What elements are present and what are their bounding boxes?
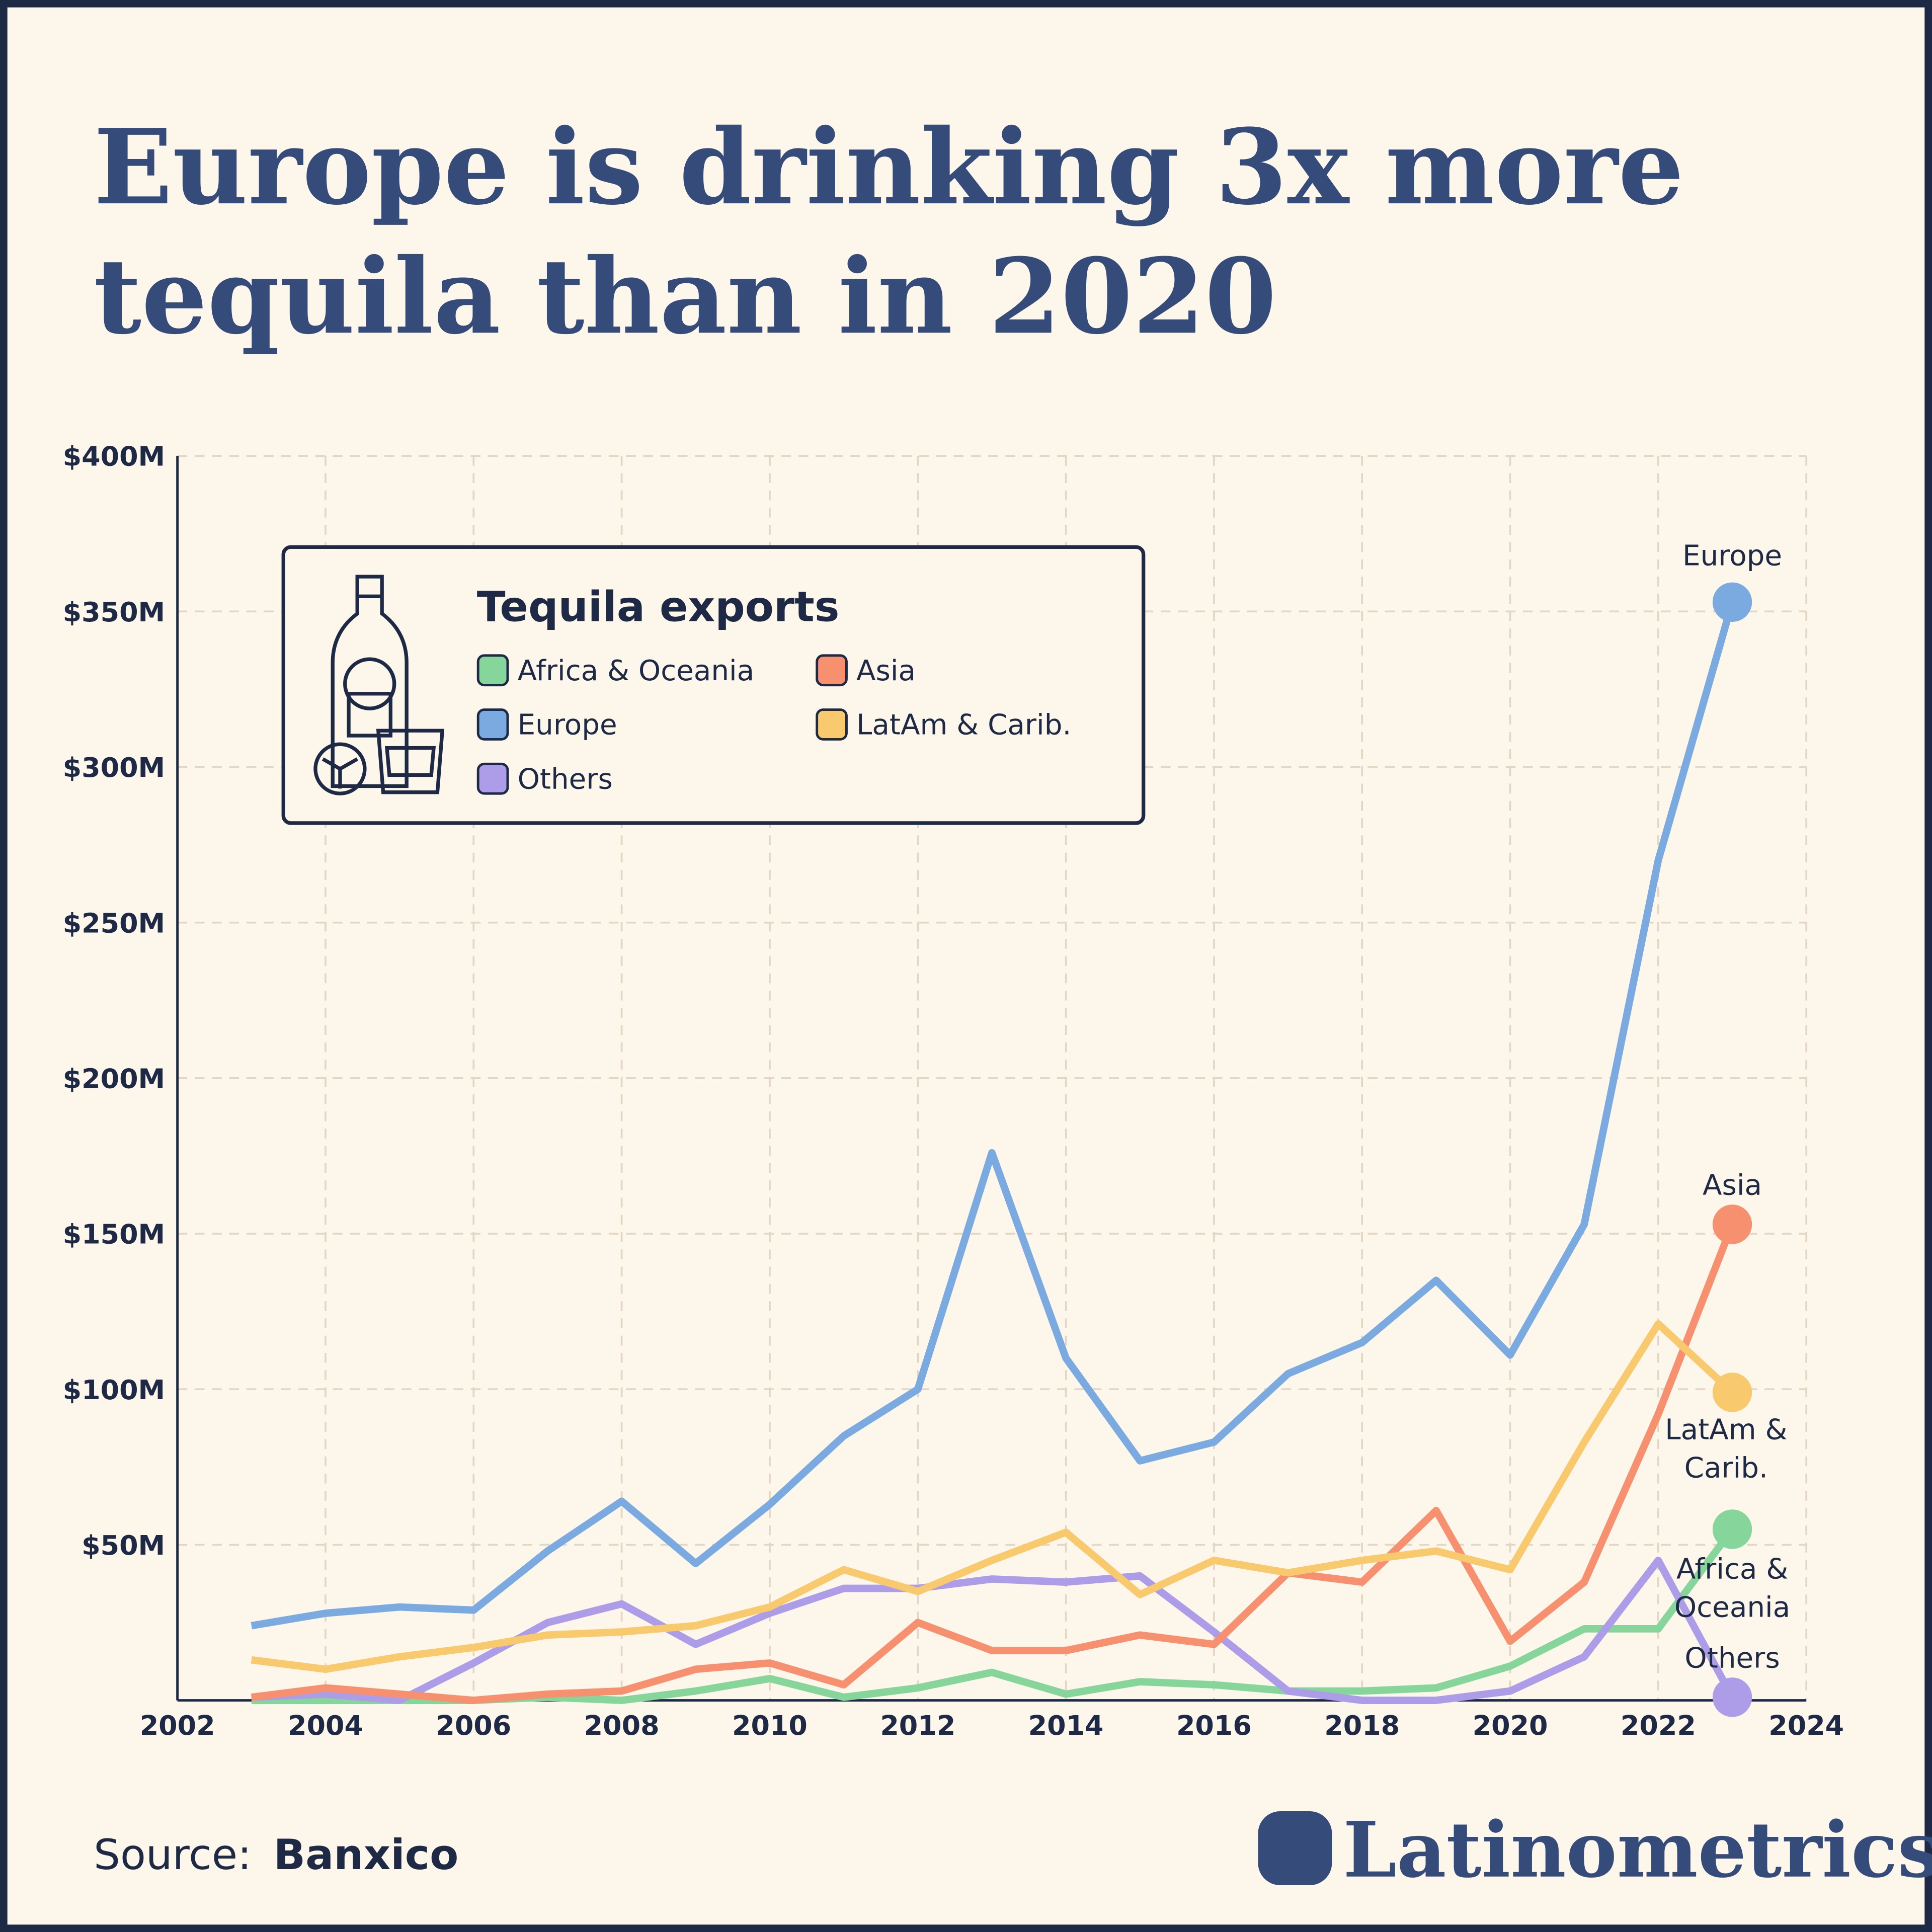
y-tick-label: $200M: [63, 1063, 166, 1094]
end-label: Others: [1684, 1642, 1780, 1675]
x-tick-label: 2006: [436, 1710, 511, 1741]
line: [251, 1320, 1735, 1673]
legend-box: [281, 545, 1146, 825]
legend-label: Europe: [518, 709, 617, 742]
y-tick-label: $300M: [63, 752, 166, 783]
legend-swatch: [816, 654, 848, 687]
x-tick-label: 2018: [1324, 1710, 1400, 1741]
x-tick-label: 2002: [140, 1710, 215, 1741]
line: [251, 601, 1736, 1630]
end-label: Carib.: [1684, 1452, 1768, 1484]
end-label: Africa &: [1676, 1553, 1788, 1585]
y-tick-label: $350M: [63, 596, 166, 628]
x-tick-label: 2012: [880, 1710, 955, 1741]
source-label: Source:: [94, 1830, 252, 1879]
x-tick-label: 2024: [1768, 1710, 1844, 1741]
end-dot: [1712, 1509, 1752, 1549]
bottle-icon: [313, 575, 445, 795]
legend-label: Others: [518, 763, 613, 795]
y-tick-label: $400M: [63, 441, 166, 472]
end-dot: [1712, 1677, 1752, 1717]
legend-label: Asia: [856, 655, 916, 687]
legend-swatch: [476, 654, 509, 687]
line: [251, 1223, 1736, 1704]
legend-swatch: [476, 708, 509, 741]
source: Banxico: [274, 1830, 459, 1879]
brand-logo: [1258, 1811, 1332, 1885]
end-dot: [1712, 582, 1752, 622]
y-tick-label: $50M: [82, 1530, 165, 1561]
legend-label: LatAm & Carib.: [856, 709, 1071, 742]
y-tick-label: $100M: [63, 1374, 166, 1406]
y-tick-label: $150M: [63, 1219, 166, 1250]
legend-swatch: [476, 762, 509, 795]
y-tick-label: $250M: [63, 907, 166, 939]
x-tick-label: 2016: [1176, 1710, 1252, 1741]
x-tick-label: 2022: [1621, 1710, 1696, 1741]
line: [251, 1556, 1736, 1704]
x-tick-label: 2008: [584, 1710, 660, 1741]
legend-swatch: [816, 708, 848, 741]
legend-title: Tequila exports: [477, 582, 840, 631]
end-label: Asia: [1703, 1169, 1762, 1202]
x-tick-label: 2010: [732, 1710, 808, 1741]
x-tick-label: 2014: [1028, 1710, 1104, 1741]
x-tick-label: 2020: [1473, 1710, 1548, 1741]
end-dot: [1712, 1204, 1752, 1244]
title-line: tequila than in 2020: [94, 235, 1276, 357]
title-line: Europe is drinking 3x more: [94, 106, 1684, 228]
end-dot: [1712, 1373, 1752, 1412]
brand: Latinometrics: [1343, 1805, 1932, 1895]
end-label: LatAm &: [1665, 1413, 1787, 1446]
end-label: Oceania: [1674, 1591, 1790, 1624]
end-label: Europe: [1682, 539, 1782, 572]
legend-label: Africa & Oceania: [518, 655, 755, 687]
x-tick-label: 2004: [288, 1710, 363, 1741]
